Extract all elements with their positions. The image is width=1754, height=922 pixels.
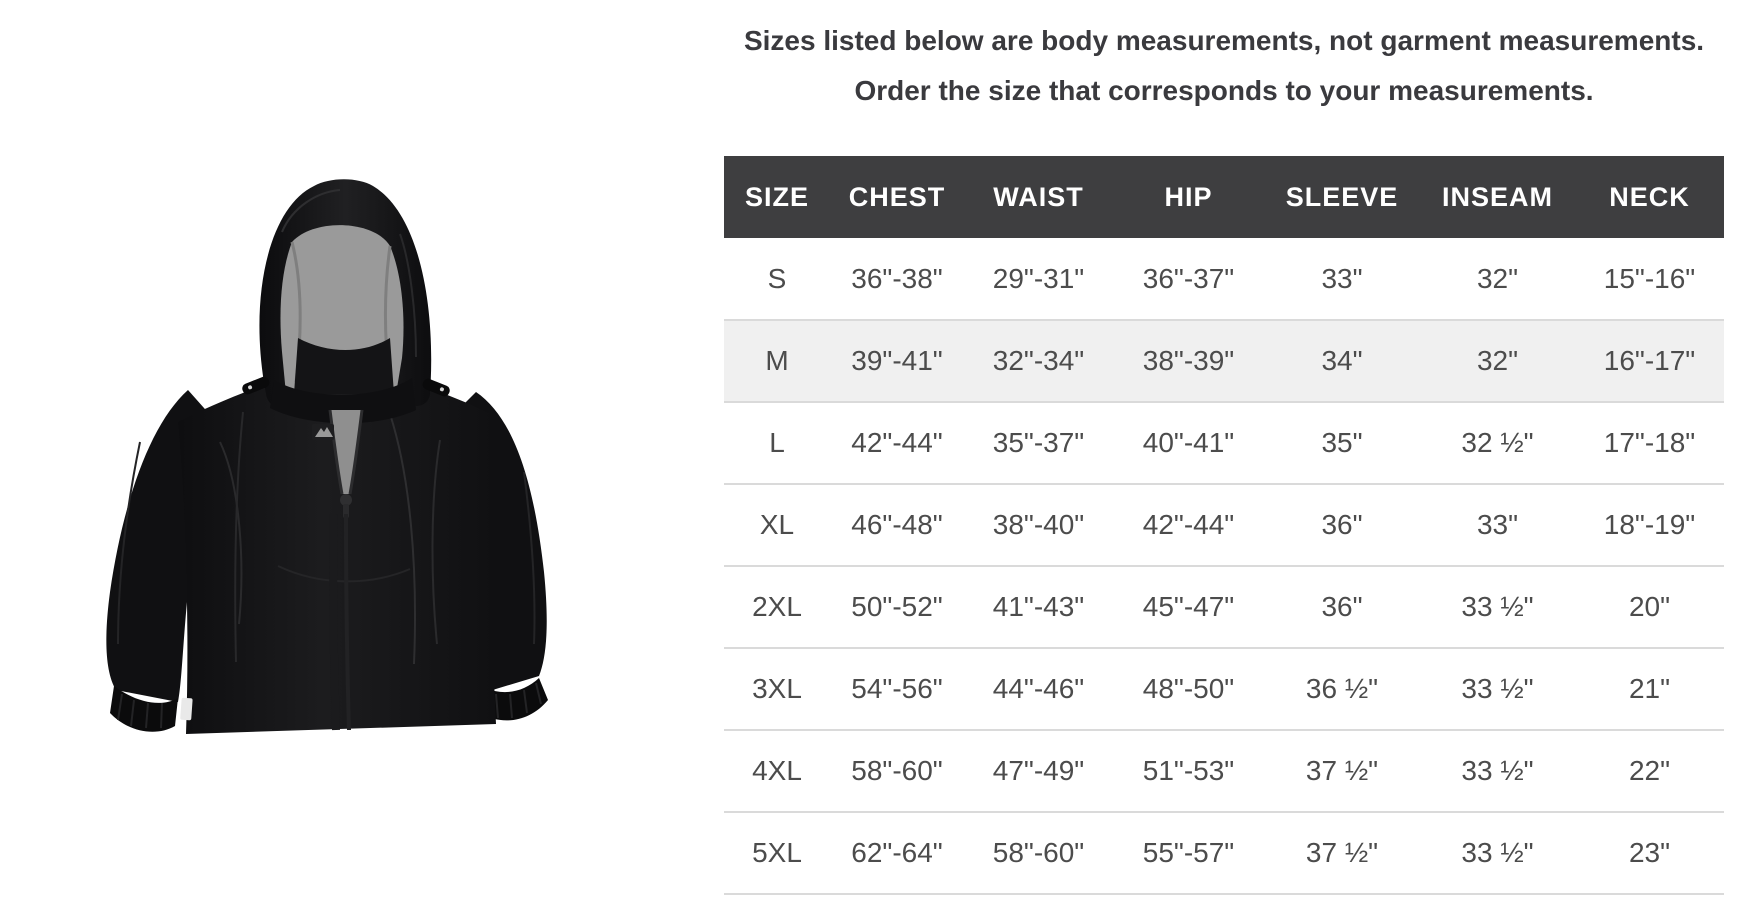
size-row-2xl: 2XL 50"-52" 41"-43" 45"-47" 36" 33 ½" 20" (724, 566, 1724, 649)
cell-sleeve-3xl: 36 ½" (1264, 648, 1420, 731)
size-row-xl: XL 46"-48" 38"-40" 42"-44" 36" 33" 18"-19" (724, 484, 1724, 567)
cell-size-2xl: 2XL (724, 566, 830, 649)
column-header-waist: WAIST (964, 156, 1113, 238)
cell-waist-2xl: 41"-43" (964, 566, 1113, 649)
cell-chest-xl: 46"-48" (830, 484, 964, 567)
cell-inseam-m: 32" (1420, 320, 1575, 403)
cell-hip-3xl: 48"-50" (1113, 648, 1264, 731)
cell-size-5xl: 5XL (724, 812, 830, 895)
cell-sleeve-5xl: 37 ½" (1264, 812, 1420, 895)
cell-size-4xl: 4XL (724, 730, 830, 813)
cell-hip-5xl: 55"-57" (1113, 812, 1264, 895)
size-chart-header: SIZE CHEST WAIST HIP SLEEVE INSEAM NECK (724, 156, 1724, 238)
cell-chest-s: 36"-38" (830, 238, 964, 321)
collar (270, 378, 416, 424)
cell-neck-xl: 18"-19" (1575, 484, 1724, 567)
cell-chest-3xl: 54"-56" (830, 648, 964, 731)
cell-inseam-2xl: 33 ½" (1420, 566, 1575, 649)
column-header-sleeve: SLEEVE (1264, 156, 1420, 238)
jacket-hood (242, 179, 450, 424)
cell-sleeve-l: 35" (1264, 402, 1420, 485)
hood-toggle-right (422, 378, 450, 397)
size-chart-body: S 36"-38" 29"-31" 36"-37" 33" 32" 15"-16" M 39"-… (724, 238, 1724, 895)
cell-inseam-5xl: 33 ½" (1420, 812, 1575, 895)
notice-line-2: Order the size that corresponds to your … (854, 75, 1594, 106)
cell-size-3xl: 3XL (724, 648, 830, 731)
cell-inseam-xl: 33" (1420, 484, 1575, 567)
cell-size-l: L (724, 402, 830, 485)
cell-chest-4xl: 58"-60" (830, 730, 964, 813)
cell-hip-xl: 42"-44" (1113, 484, 1264, 567)
cell-neck-2xl: 20" (1575, 566, 1724, 649)
column-header-size: SIZE (724, 156, 830, 238)
cell-neck-l: 17"-18" (1575, 402, 1724, 485)
cell-hip-l: 40"-41" (1113, 402, 1264, 485)
cell-waist-3xl: 44"-46" (964, 648, 1113, 731)
size-row-s: S 36"-38" 29"-31" 36"-37" 33" 32" 15"-16" (724, 238, 1724, 321)
cell-size-xl: XL (724, 484, 830, 567)
cell-neck-4xl: 22" (1575, 730, 1724, 813)
cell-inseam-3xl: 33 ½" (1420, 648, 1575, 731)
cell-waist-l: 35"-37" (964, 402, 1113, 485)
cell-neck-m: 16"-17" (1575, 320, 1724, 403)
brand-logo-icon (312, 424, 334, 440)
jacket-zipper (328, 409, 364, 731)
cell-size-m: M (724, 320, 830, 403)
size-guide-content: Sizes listed below are body measurements… (724, 0, 1724, 922)
size-row-l: L 42"-44" 35"-37" 40"-41" 35" 32 ½" 17"-18" (724, 402, 1724, 485)
cell-sleeve-2xl: 36" (1264, 566, 1420, 649)
cell-size-s: S (724, 238, 830, 321)
cell-chest-5xl: 62"-64" (830, 812, 964, 895)
cell-neck-3xl: 21" (1575, 648, 1724, 731)
cell-hip-4xl: 51"-53" (1113, 730, 1264, 813)
cell-neck-5xl: 23" (1575, 812, 1724, 895)
column-header-hip: HIP (1113, 156, 1264, 238)
hood-toggle-left (242, 376, 270, 395)
size-row-m: M 39"-41" 32"-34" 38"-39" 34" 32" 16"-17" (724, 320, 1724, 403)
cell-inseam-l: 32 ½" (1420, 402, 1575, 485)
cell-hip-m: 38"-39" (1113, 320, 1264, 403)
size-chart-table: SIZE CHEST WAIST HIP SLEEVE INSEAM NECK S 36"-3… (724, 156, 1724, 895)
cell-waist-s: 29"-31" (964, 238, 1113, 321)
cell-waist-xl: 38"-40" (964, 484, 1113, 567)
rain-jacket-illustration (106, 179, 548, 734)
cell-sleeve-m: 34" (1264, 320, 1420, 403)
cell-hip-s: 36"-37" (1113, 238, 1264, 321)
notice-line-1: Sizes listed below are body measurements… (743, 25, 1705, 56)
column-header-neck: NECK (1575, 156, 1724, 238)
cell-chest-2xl: 50"-52" (830, 566, 964, 649)
cell-inseam-s: 32" (1420, 238, 1575, 321)
column-header-inseam: INSEAM (1420, 156, 1575, 238)
column-header-chest: CHEST (830, 156, 964, 238)
cell-inseam-4xl: 33 ½" (1420, 730, 1575, 813)
cell-chest-m: 39"-41" (830, 320, 964, 403)
cell-sleeve-xl: 36" (1264, 484, 1420, 567)
cell-sleeve-4xl: 37 ½" (1264, 730, 1420, 813)
size-row-4xl: 4XL 58"-60" 47"-49" 51"-53" 37 ½" 33 ½" 22" (724, 730, 1724, 813)
cell-sleeve-s: 33" (1264, 238, 1420, 321)
cell-chest-l: 42"-44" (830, 402, 964, 485)
hem-tag (180, 697, 193, 721)
product-image-rain-jacket (78, 138, 608, 806)
measurement-notice: Sizes listed below are body measurements… (724, 16, 1724, 116)
cell-waist-m: 32"-34" (964, 320, 1113, 403)
inner-collar (294, 338, 394, 394)
cell-waist-4xl: 47"-49" (964, 730, 1113, 813)
cell-waist-5xl: 58"-60" (964, 812, 1113, 895)
size-row-5xl: 5XL 62"-64" 58"-60" 55"-57" 37 ½" 33 ½" 23" (724, 812, 1724, 895)
cell-neck-s: 15"-16" (1575, 238, 1724, 321)
cell-hip-2xl: 45"-47" (1113, 566, 1264, 649)
size-row-3xl: 3XL 54"-56" 44"-46" 48"-50" 36 ½" 33 ½" 21" (724, 648, 1724, 731)
header-row: SIZE CHEST WAIST HIP SLEEVE INSEAM NECK (724, 156, 1724, 238)
